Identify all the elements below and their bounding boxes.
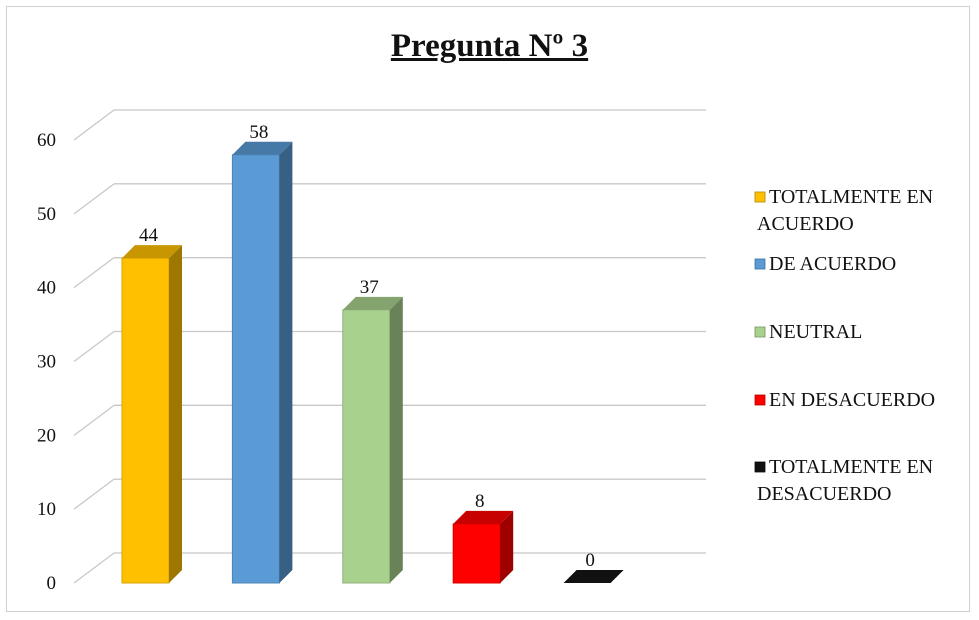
bar-top xyxy=(232,141,293,155)
legend-label: DE ACUERDO xyxy=(769,253,896,275)
grid-layer xyxy=(73,109,706,584)
bar-top xyxy=(122,245,182,259)
y-axis-ticks: 0 10 20 30 40 50 60 xyxy=(37,130,56,594)
gridline-diagonal xyxy=(73,109,115,141)
bar-front xyxy=(231,154,280,584)
bar xyxy=(452,510,514,584)
legend-swatch xyxy=(754,258,766,270)
y-tick-label: 10 xyxy=(37,499,56,520)
legend-label: EN DESACUERDO xyxy=(769,389,935,411)
data-label: 0 xyxy=(585,550,595,571)
legend-label: TOTALMENTE EN xyxy=(769,456,933,478)
y-tick-label: 60 xyxy=(37,130,56,151)
legend: TOTALMENTE EN ACUERDO DE ACUERDO NEUTRAL EN … xyxy=(754,186,935,505)
legend-item: TOTALMENTE EN ACUERDO xyxy=(754,186,933,235)
bar-side xyxy=(279,141,293,583)
legend-swatch xyxy=(754,461,766,473)
legend-item: DE ACUERDO xyxy=(754,253,896,275)
y-tick-label: 0 xyxy=(47,573,57,594)
bar xyxy=(231,141,293,584)
bar-front xyxy=(452,523,501,584)
chart-title: Pregunta Nº 3 xyxy=(390,28,589,64)
legend-item: EN DESACUERDO xyxy=(754,389,935,411)
bar xyxy=(563,570,624,583)
bar-side xyxy=(500,510,514,583)
y-tick-label: 30 xyxy=(37,352,56,373)
legend-label: NEUTRAL xyxy=(769,321,862,343)
bar-top xyxy=(453,510,514,524)
legend-label: TOTALMENTE EN xyxy=(769,186,933,208)
legend-swatch xyxy=(754,326,766,338)
gridline-diagonal xyxy=(73,552,115,584)
bar-top xyxy=(342,296,403,310)
data-label: 8 xyxy=(475,491,485,512)
legend-item: TOTALMENTE EN DESACUERDO xyxy=(754,456,933,505)
gridline-diagonal xyxy=(73,478,115,510)
bar-front xyxy=(121,257,170,584)
y-tick-label: 20 xyxy=(37,425,56,446)
legend-label: ACUERDO xyxy=(757,213,854,235)
gridline-diagonal xyxy=(73,183,115,215)
bar xyxy=(342,296,403,584)
data-label: 44 xyxy=(139,225,159,246)
gridline-diagonal xyxy=(73,257,115,289)
bar-top xyxy=(563,570,624,583)
gridline-diagonal xyxy=(73,404,115,436)
y-tick-label: 50 xyxy=(37,204,56,225)
bar-side xyxy=(169,245,182,583)
legend-swatch xyxy=(754,394,766,406)
legend-item: NEUTRAL xyxy=(754,321,862,343)
legend-label: DESACUERDO xyxy=(757,483,891,505)
data-labels: 44 58 37 8 0 xyxy=(139,122,595,571)
bar xyxy=(121,245,182,584)
bar-layer xyxy=(121,141,624,584)
data-label: 37 xyxy=(360,277,379,298)
data-label: 58 xyxy=(249,122,268,143)
legend-swatch xyxy=(754,191,766,203)
bar-side xyxy=(389,296,403,583)
gridline-diagonal xyxy=(73,330,115,363)
bar-front xyxy=(342,309,391,584)
y-tick-label: 40 xyxy=(37,278,56,299)
